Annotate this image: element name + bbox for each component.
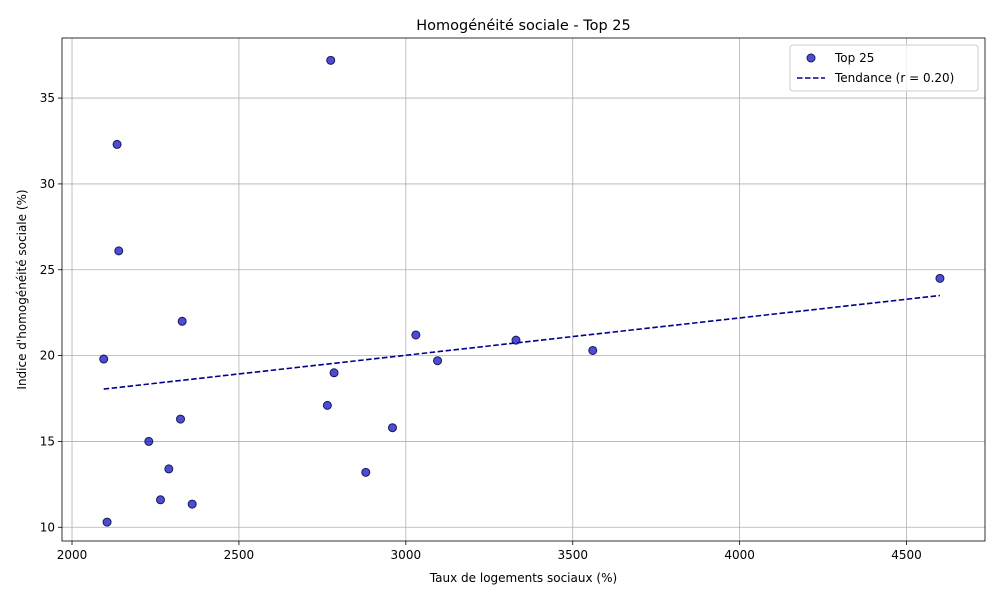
y-tick-label: 10 (40, 520, 55, 534)
grid-lines (62, 38, 985, 541)
scatter-points (99, 55, 945, 527)
plot-area (62, 38, 985, 541)
scatter-point (144, 436, 154, 446)
x-tick-label: 3500 (557, 548, 588, 562)
scatter-point (164, 464, 174, 474)
scatter-point (176, 414, 186, 424)
x-tick-label: 3000 (391, 548, 422, 562)
y-axis-ticks: 10 15 20 25 30 35 (40, 91, 62, 534)
x-tick-label: 4000 (724, 548, 755, 562)
scatter-point (329, 368, 339, 378)
x-axis-label: Taux de logements sociaux (%) (429, 571, 617, 585)
legend-label-trend: Tendance (r = 0.20) (834, 71, 954, 85)
y-tick-label: 25 (40, 263, 55, 277)
plot-frame (61, 37, 986, 542)
scatter-point (112, 139, 122, 149)
scatter-point (177, 316, 187, 326)
scatter-point (588, 345, 598, 355)
scatter-point (361, 467, 371, 477)
scatter-point (326, 55, 336, 65)
scatter-point (511, 335, 521, 345)
legend: Top 25 Tendance (r = 0.20) (789, 44, 979, 92)
y-tick-label: 15 (40, 434, 55, 448)
scatter-point (187, 499, 197, 509)
legend-marker-top25 (806, 53, 816, 63)
scatter-point (114, 246, 124, 256)
trend-line (103, 294, 941, 390)
x-tick-label: 2500 (224, 548, 255, 562)
x-tick-label: 4500 (891, 548, 922, 562)
y-tick-label: 35 (40, 91, 55, 105)
legend-box (789, 44, 979, 92)
y-tick-label: 20 (40, 349, 55, 363)
x-axis-ticks: 2000 2500 3000 3500 4000 4500 (57, 541, 922, 562)
scatter-point (387, 423, 397, 433)
x-tick-label: 2000 (57, 548, 88, 562)
scatter-point (411, 330, 421, 340)
scatter-point (935, 273, 945, 283)
legend-label-top25: Top 25 (834, 51, 874, 65)
y-axis-label: Indice d'homogénéité sociale (%) (15, 189, 29, 389)
y-tick-label: 30 (40, 177, 55, 191)
chart-title: Homogénéité sociale - Top 25 (416, 18, 631, 34)
trend-line-layer (103, 294, 941, 390)
scatter-point (102, 517, 112, 527)
scatter-point (99, 354, 109, 364)
scatter-point (433, 356, 443, 366)
scatter-point (155, 495, 165, 505)
scatter-point (322, 400, 332, 410)
